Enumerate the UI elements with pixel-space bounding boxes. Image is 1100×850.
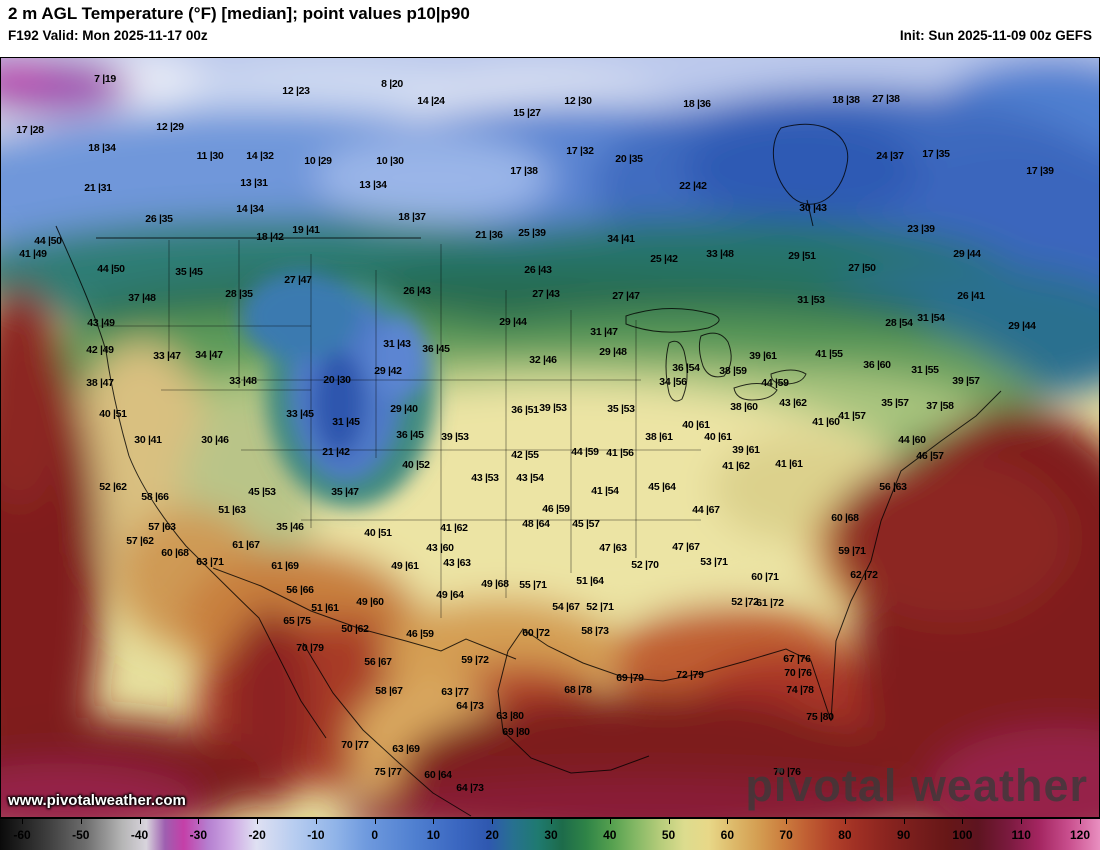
colorbar-tick-label: -40: [130, 827, 149, 842]
colorbar-tick-mark: [903, 819, 905, 824]
site-url-watermark: www.pivotalweather.com: [8, 792, 186, 809]
state-borders: [96, 240, 701, 618]
colorbar-tick-mark: [844, 819, 846, 824]
colorbar-tick-label: 110: [1011, 827, 1031, 842]
temperature-map: [0, 57, 1100, 818]
map-field-image: [1, 58, 1099, 817]
colorbar-tick-label: 90: [896, 827, 911, 842]
map-header: 2 m AGL Temperature (°F) [median]; point…: [0, 0, 1100, 57]
init-time-label: Init: Sun 2025-11-09 00z GEFS: [899, 28, 1092, 43]
colorbar-tick-label: -60: [13, 827, 31, 842]
temperature-colorbar: -60 -50 -40 -30 -20 -10 0 10 20 30 40 50 60 70 80 90 100…: [0, 818, 1100, 850]
colorbar-tick-mark: [492, 819, 494, 824]
colorbar-tick-label: 100: [952, 827, 973, 842]
colorbar-tick-label: 50: [661, 827, 676, 842]
colorbar-tick-mark: [609, 819, 611, 824]
colorbar-tick-label: -50: [72, 827, 90, 842]
colorbar-tick-mark: [786, 819, 788, 824]
brand-logo: pivotal weather: [745, 760, 1088, 811]
map-subheader: F192 Valid: Mon 2025-11-17 00z Init: Sun…: [0, 28, 1100, 43]
colorbar-tick-mark: [139, 819, 141, 824]
coastline-borders: [55, 123, 1002, 817]
colorbar-tick-mark: [80, 819, 82, 824]
colorbar-tick-label: 40: [603, 827, 617, 842]
colorbar-tick-label: -10: [307, 827, 325, 842]
colorbar-tick-label: 10: [426, 827, 441, 842]
colorbar-tick-mark: [1080, 819, 1081, 824]
colorbar-tick-mark: [551, 819, 552, 824]
colorbar-tick-label: -20: [248, 827, 266, 842]
colorbar-tick-mark: [22, 819, 23, 824]
map-title: 2 m AGL Temperature (°F) [median]; point…: [8, 4, 470, 23]
colorbar-tick-label: 20: [485, 827, 499, 842]
valid-time-label: F192 Valid: Mon 2025-11-17 00z: [8, 28, 208, 43]
colorbar-tick-label: 120: [1069, 827, 1091, 842]
colorbar-tick-mark: [198, 819, 200, 824]
colorbar-tick-mark: [668, 819, 670, 824]
colorbar-tick-label: 30: [544, 827, 558, 842]
colorbar-tick-mark: [1021, 819, 1023, 824]
colorbar-tick-label: -30: [189, 827, 207, 842]
colorbar-tick-mark: [257, 819, 259, 824]
colorbar-tick-mark: [315, 819, 317, 824]
colorbar-tick-mark: [374, 819, 376, 824]
colorbar-tick-label: 0: [371, 827, 378, 842]
colorbar-tick-mark: [433, 819, 435, 824]
colorbar-tick-mark: [727, 819, 729, 824]
colorbar-tick-label: 70: [779, 827, 793, 842]
colorbar-tick-label: 80: [838, 827, 852, 842]
colorbar-tick-mark: [962, 819, 964, 824]
colorbar-tick-label: 60: [720, 827, 735, 842]
